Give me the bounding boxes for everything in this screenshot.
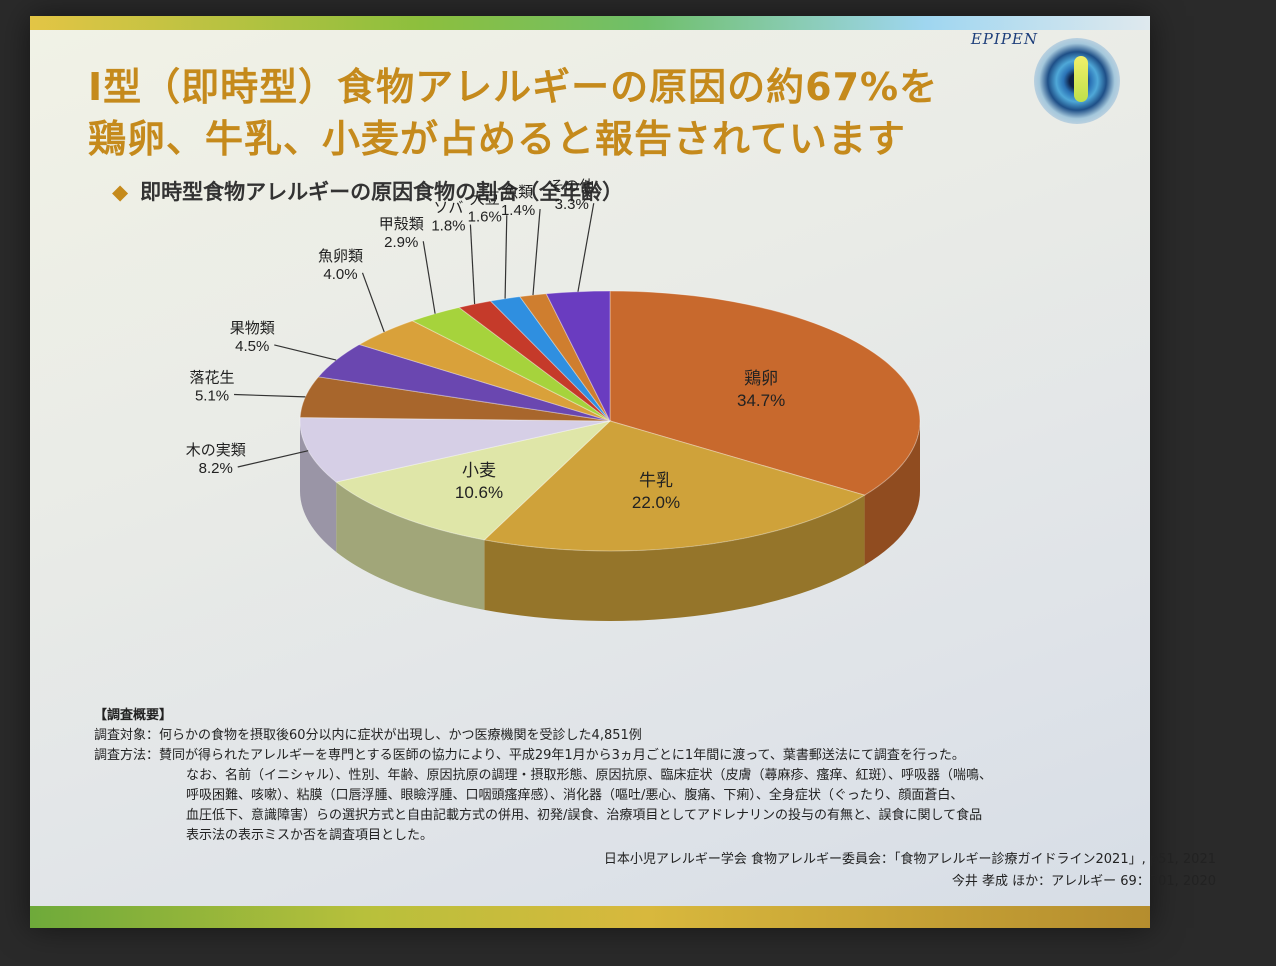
pie-slice-1: [609, 290, 921, 496]
source-citation-2: 今井 孝成 ほか：アレルギー 69：701, 2020: [951, 874, 1216, 889]
slide: EPIPEN Ⅰ型（即時型）食物アレルギーの原因の約67%を 鶏卵、牛乳、小麦が…: [30, 16, 1216, 928]
bottom-color-bar: [30, 906, 1150, 928]
pie-slice-12: [545, 290, 611, 422]
pie-side-walls: [300, 421, 920, 621]
notes-method-row: 調査方法：賛同が得られたアレルギーを専門とする医師の協力により、平成29年1月か…: [94, 746, 992, 766]
slice-value-label-9: 1.8%: [431, 218, 465, 235]
chart-subtitle: ◆ 即時型食物アレルギーの原因食物の割合（全年齢）: [112, 176, 623, 206]
leader-line-10: [504, 215, 508, 299]
pie-side-2: [484, 495, 865, 621]
slice-name-label-8: 甲殻類: [379, 216, 424, 233]
method-line: 表示法の表示ミスか否を調査項目とした。: [186, 828, 434, 843]
slice-name-label-1: 鶏卵: [744, 369, 778, 388]
slice-name-label-5: 落花生: [190, 370, 235, 387]
slice-value-label-5: 5.1%: [195, 388, 229, 405]
source-citation-1: 日本小児アレルギー学会 食物アレルギー委員会：「食物アレルギー診療ガイドライン2…: [603, 852, 1216, 867]
leader-line-6: [274, 344, 337, 361]
subject-label: 調査対象：: [94, 728, 160, 743]
pie-slice-9: [457, 300, 611, 422]
pie-side-1: [864, 421, 920, 566]
pie-slice-5: [299, 376, 611, 422]
slice-name-label-11: 魚類: [503, 184, 533, 201]
slice-value-label-1: 34.7%: [737, 391, 785, 410]
slice-value-label-10: 1.6%: [468, 208, 502, 225]
slice-value-label-8: 2.9%: [384, 234, 418, 251]
method-line: 血圧低下、意識障害）らの選択方式と自由記載方式の併用、初発/誤食、治療項目として…: [186, 808, 983, 823]
slice-name-label-6: 果物類: [230, 320, 275, 337]
leader-line-5: [234, 393, 306, 398]
notes-heading: 【調査概要】: [94, 708, 173, 723]
notes-subject-row: 調査対象：何らかの食物を摂取後60分以内に症状が出現し、かつ医療機関を受診した4…: [94, 726, 992, 746]
slice-name-label-10: 大豆: [470, 190, 500, 207]
title-line-1: Ⅰ型（即時型）食物アレルギーの原因の約67%を: [88, 65, 939, 109]
chart-title: 即時型食物アレルギーの原因食物の割合（全年齢）: [140, 180, 624, 204]
leader-line-11: [532, 209, 541, 296]
slice-value-label-12: 3.3%: [555, 196, 589, 213]
pie-slice-8: [411, 306, 611, 422]
leader-line-12: [577, 203, 595, 292]
leader-line-9: [469, 224, 476, 305]
survey-notes: 【調査概要】 調査対象：何らかの食物を摂取後60分以内に症状が出現し、かつ医療機…: [94, 706, 992, 846]
pie-side-4: [300, 421, 337, 552]
method-line: 呼吸困難、咳嗽）、粘膜（口唇浮腫、眼瞼浮腫、口咽頭瘙痒感）、消化器（嘔吐/悪心、…: [186, 788, 964, 803]
leader-line-7: [361, 272, 385, 333]
method-line: 賛同が得られたアレルギーを専門とする医師の協力により、平成29年1月から3ヵ月ご…: [159, 748, 965, 763]
slice-name-label-2: 牛乳: [639, 471, 673, 490]
pie-slice-2: [483, 420, 866, 552]
pie-slice-4: [299, 417, 611, 483]
brand-logo: EPIPEN: [970, 30, 1038, 48]
slice-value-label-4: 8.2%: [199, 460, 233, 477]
subject-text: 何らかの食物を摂取後60分以内に症状が出現し、かつ医療機関を受診した4,851例: [159, 728, 642, 743]
pie-side-3: [336, 481, 485, 610]
slice-value-label-6: 4.5%: [235, 338, 269, 355]
top-color-bar: [30, 16, 1150, 30]
slice-value-label-11: 1.4%: [501, 202, 535, 219]
pie-chart: 鶏卵34.7%牛乳22.0%小麦10.6%木の実類8.2%落花生5.1%果物類4…: [186, 178, 921, 621]
title-line-2: 鶏卵、牛乳、小麦が占めると報告されています: [88, 117, 906, 161]
slice-name-label-12: その他: [549, 178, 594, 195]
method-label: 調査方法：: [94, 748, 160, 763]
slice-value-label-2: 22.0%: [632, 493, 680, 512]
pen-logo-icon: [1074, 56, 1088, 102]
diamond-bullet-icon: ◆: [112, 180, 129, 204]
slice-name-label-9: ソバ: [433, 200, 463, 217]
slice-name-label-3: 小麦: [462, 461, 496, 480]
leader-line-8: [422, 241, 436, 314]
pie-slice-3: [335, 420, 612, 541]
slice-name-label-7: 魚卵類: [318, 248, 363, 265]
slice-value-label-7: 4.0%: [323, 266, 357, 283]
slice-value-label-3: 10.6%: [455, 483, 503, 502]
leader-line-4: [237, 450, 309, 468]
slice-name-label-4: 木の実類: [186, 442, 246, 459]
method-line: なお、名前（イニシャル）、性別、年齢、原因抗原の調理・摂取形態、原因抗原、臨床症…: [186, 768, 993, 783]
